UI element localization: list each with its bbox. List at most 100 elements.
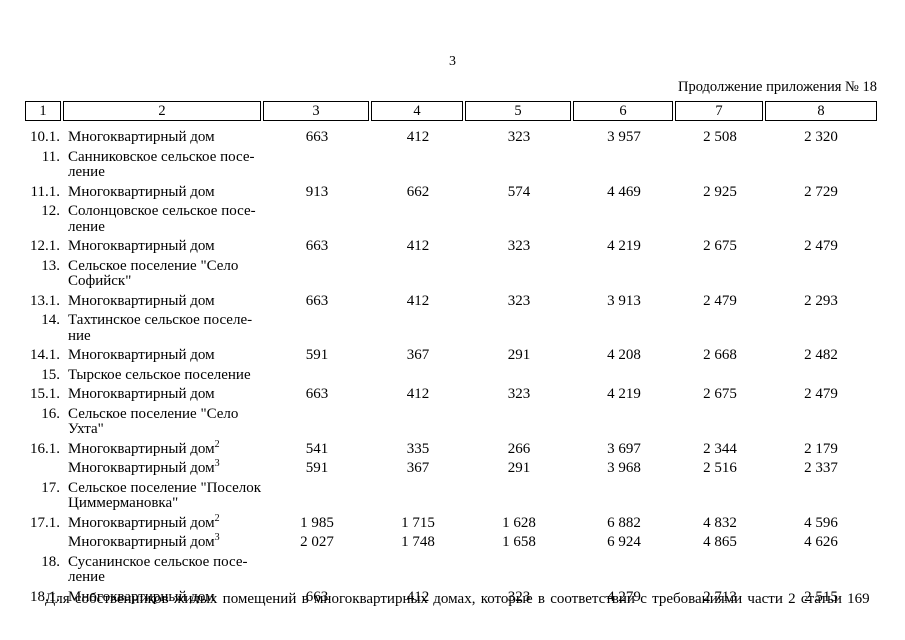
row-value-col4: 412: [406, 386, 430, 402]
table-row: 12. Солонцовское сельское посе-ление: [25, 203, 877, 235]
table-row: 16.1. Многоквартирный дом2 541 335 266 3…: [25, 438, 877, 458]
row-value-col3: 541: [305, 440, 329, 457]
row-value-col4: 412: [406, 238, 430, 254]
row-number: 16.: [41, 405, 60, 422]
row-value-col4: 335: [406, 440, 430, 457]
row-value-col5: [465, 368, 573, 384]
row-value-col8: 2 479: [804, 238, 838, 254]
row-value-col4: [371, 150, 465, 181]
row-number: 11.: [41, 148, 60, 165]
row-number: 15.: [41, 366, 60, 383]
row-value-col6: 3 697: [607, 440, 641, 457]
table-row: 15.1. Многоквартирный дом 663 412 323 4 …: [25, 386, 877, 403]
row-value-col3: [263, 204, 371, 235]
row-value-col8: 2 293: [804, 292, 838, 309]
row-name-line: Сельское поселение "Поселок: [68, 479, 262, 496]
row-name: Сельское поселение "Село Ухта": [63, 406, 263, 438]
row-value-col7: 2 713: [703, 588, 737, 605]
row-name-line: ление: [68, 569, 105, 585]
row-value-col4: 412: [406, 129, 430, 145]
row-value-col8: [765, 555, 877, 586]
row-number: 15.1.: [30, 386, 60, 402]
row-number: 14.: [41, 312, 60, 328]
row-value-col7: [675, 150, 765, 181]
row-name: Сельское поселение "Село Софийск": [63, 257, 263, 290]
row-value-col7: 2 516: [703, 460, 737, 476]
appendix-continuation-label: Продолжение приложения № 18: [678, 79, 877, 95]
row-name: Сусанинское сельское посе-ление: [63, 553, 263, 586]
row-name: Многоквартирный дом: [68, 386, 215, 402]
row-name: Многоквартирный дом2: [68, 512, 220, 531]
row-value-col7: [675, 259, 765, 290]
row-name: Многоквартирный дом: [68, 588, 215, 605]
row-name: Многоквартирный дом: [68, 347, 215, 363]
row-value-col6: 3 957: [607, 129, 641, 145]
column-header-3: 3: [263, 101, 369, 121]
row-value-col3: 591: [305, 460, 329, 476]
row-name: Многоквартирный дом: [68, 129, 215, 145]
row-value-col6: 6 882: [607, 514, 641, 531]
row-name: Сельское поселение "Поселок Циммермановка…: [63, 479, 263, 512]
row-value-col6: [573, 481, 675, 512]
row-value-col4: 367: [406, 460, 430, 476]
row-value-col7: 2 925: [703, 183, 737, 200]
row-value-col5: [465, 313, 573, 344]
row-value-col7: 2 675: [703, 386, 737, 402]
row-number: 17.1.: [30, 514, 60, 531]
row-name: Многоквартирный дом: [68, 292, 215, 309]
row-name-line: Сусанинское сельское посе-: [68, 553, 248, 570]
row-value-col5: 291: [507, 460, 531, 476]
row-value-col3: [263, 407, 371, 438]
row-value-col5: 323: [507, 238, 531, 254]
row-value-col4: [371, 481, 465, 512]
table-row: 16. Сельское поселение "Село Ухта": [25, 405, 877, 438]
row-name: Многоквартирный дом3: [68, 458, 220, 476]
row-value-col6: 6 924: [607, 534, 641, 550]
row-value-col4: 1 748: [401, 534, 435, 550]
row-value-col7: 2 344: [703, 440, 737, 457]
row-name-line: Тырское сельское поселение: [68, 366, 251, 383]
column-header-7: 7: [675, 101, 763, 121]
row-name: Солонцовское сельское посе-ление: [63, 203, 263, 235]
row-name-line: Тахтинское сельское поселе-: [68, 312, 253, 328]
row-value-col6: [573, 555, 675, 586]
row-value-col6: 3 968: [607, 460, 641, 476]
row-value-col8: [765, 259, 877, 290]
table-row: 13.1. Многоквартирный дом 663 412 323 3 …: [25, 292, 877, 310]
row-value-col4: [371, 259, 465, 290]
row-value-col3: 663: [305, 238, 329, 254]
footnote-marker: 2: [214, 512, 220, 524]
row-value-col8: [765, 368, 877, 384]
column-header-4: 4: [371, 101, 463, 121]
row-value-col8: 2 515: [804, 588, 838, 605]
row-value-col3: 663: [305, 129, 329, 145]
table-row: Многоквартирный дом3 2 027 1 748 1 658 6…: [25, 533, 877, 551]
row-value-col8: 2 337: [804, 460, 838, 476]
footnote-marker: 2: [214, 438, 220, 450]
row-value-col3: [263, 481, 371, 512]
row-name: Многоквартирный дом2: [68, 438, 220, 457]
row-value-col3: [263, 368, 371, 384]
row-value-col8: 4 626: [804, 534, 838, 550]
row-value-col6: 4 219: [607, 386, 641, 402]
row-value-col8: 2 179: [804, 440, 838, 457]
row-name: Санниковское сельское посе-ление: [63, 149, 263, 181]
row-value-col3: [263, 259, 371, 290]
row-name-line: Сельское поселение "Село: [68, 257, 239, 274]
row-value-col4: 412: [406, 292, 430, 309]
row-value-col8: 2 482: [804, 347, 838, 363]
table-row: 10.1. Многоквартирный дом 663 412 323 3 …: [25, 129, 877, 146]
row-number: 16.1.: [30, 440, 60, 457]
row-value-col8: 2 729: [804, 183, 838, 200]
table-row: 12.1. Многоквартирный дом 663 412 323 4 …: [25, 238, 877, 255]
row-value-col7: 4 832: [703, 514, 737, 531]
row-number: 12.1.: [30, 238, 60, 254]
row-value-col8: [765, 407, 877, 438]
row-value-col6: [573, 313, 675, 344]
row-number: 13.: [41, 257, 60, 274]
row-value-col6: 4 279: [607, 588, 641, 605]
row-number: 14.1.: [30, 347, 60, 363]
row-value-col5: 1 658: [502, 534, 536, 550]
row-value-col3: 663: [305, 292, 329, 309]
